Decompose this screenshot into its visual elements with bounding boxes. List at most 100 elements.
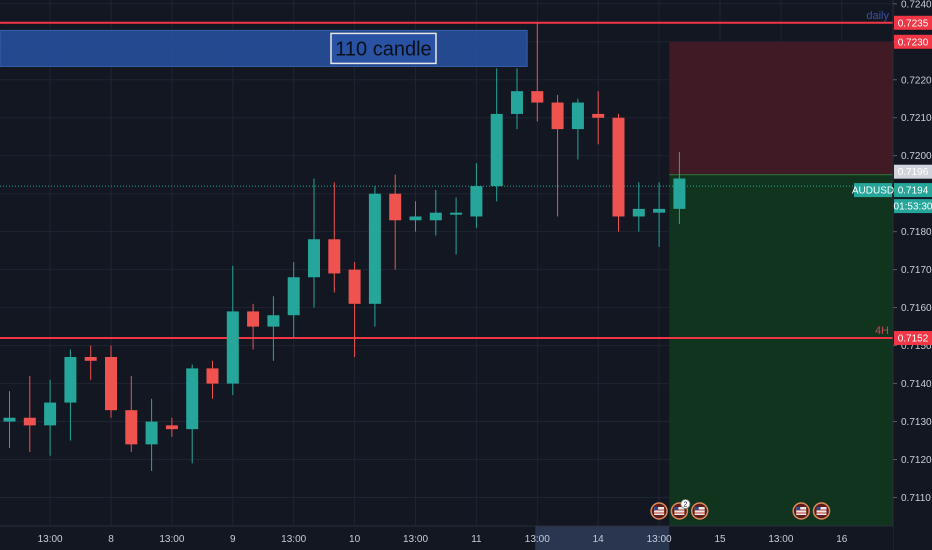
candle xyxy=(429,189,442,236)
candle xyxy=(653,182,666,247)
candle xyxy=(287,262,300,339)
flag-field xyxy=(654,507,665,515)
flag-field xyxy=(694,507,705,515)
candle xyxy=(632,182,645,232)
candle-body xyxy=(632,208,645,217)
candle xyxy=(226,265,239,395)
time-tick-label: 16 xyxy=(836,534,848,545)
candle xyxy=(64,349,77,441)
price-tick-label: 0.7160 xyxy=(901,303,932,314)
candle xyxy=(328,182,341,293)
symbol-label: AUDUSD xyxy=(852,186,894,197)
candle-body xyxy=(551,102,564,130)
candle xyxy=(490,68,503,202)
flag-canton xyxy=(674,507,679,510)
candle-body xyxy=(247,311,260,327)
event-badge-count: 2 xyxy=(683,502,687,509)
flag-canton xyxy=(796,507,801,510)
candle-body xyxy=(409,216,422,221)
price-axis[interactable]: 0.7110 0.7120 0.7130 0.7140 0.7150 0.7160 0.71… xyxy=(852,0,932,550)
price-tick-label: 0.7140 xyxy=(901,379,932,390)
current-price-label: 0.7194 xyxy=(898,186,929,197)
candle-body xyxy=(64,356,77,403)
event-marker[interactable]: 2 xyxy=(670,499,691,520)
horizontal-line-price-label: 0.7235 xyxy=(898,18,929,29)
time-tick-label: 13:00 xyxy=(403,534,428,545)
candle-body xyxy=(429,212,442,221)
horizontal-line-price-label-tag xyxy=(894,331,932,346)
horizontal-line-price-label-tag xyxy=(894,15,932,30)
candle-body xyxy=(592,113,605,118)
candle-body xyxy=(348,269,361,304)
event-marker[interactable] xyxy=(690,502,709,520)
position-zones xyxy=(0,41,893,536)
event-marker[interactable] xyxy=(792,502,810,520)
candle-body xyxy=(226,311,239,384)
candle-body xyxy=(450,212,463,215)
price-tick-label: 0.7240 xyxy=(901,0,932,10)
stop-price-label: 0.7230 xyxy=(898,37,929,48)
time-tick-label: 14 xyxy=(593,534,605,545)
price-axis-background xyxy=(893,0,932,550)
time-tick-label: 13:00 xyxy=(525,534,550,545)
time-tick-label: 13:00 xyxy=(38,534,63,545)
candle-body xyxy=(673,178,686,209)
candle xyxy=(511,68,523,130)
stop-price-label-tag xyxy=(894,34,932,49)
event-marker[interactable] xyxy=(650,502,668,520)
take-profit-zone[interactable] xyxy=(669,174,893,526)
price-tick-label: 0.7220 xyxy=(901,75,932,86)
candle-body xyxy=(470,186,483,217)
candle-body xyxy=(23,417,36,426)
candle-body xyxy=(287,277,300,316)
candle xyxy=(267,296,280,361)
entry-price-label: 0.7196 xyxy=(898,167,929,178)
candle xyxy=(44,379,57,456)
time-tick-label: 10 xyxy=(349,534,361,545)
candle-body xyxy=(206,368,219,384)
candle xyxy=(592,91,605,145)
horizontal-lines: daily 4H xyxy=(0,10,893,340)
candle xyxy=(3,391,16,449)
price-tick-label: 0.7120 xyxy=(901,455,932,466)
countdown-label-tag xyxy=(894,199,932,214)
time-tick-label: 9 xyxy=(230,534,236,545)
candle-body xyxy=(145,421,158,445)
countdown-label: 01:53:30 xyxy=(894,202,932,213)
horizontal-line-text: daily xyxy=(866,10,889,22)
price-tick-label: 0.7130 xyxy=(901,417,932,428)
price-tick-label: 0.7170 xyxy=(901,265,932,276)
candle xyxy=(389,174,402,270)
candle-body xyxy=(165,425,178,430)
candle xyxy=(105,345,117,418)
time-tick-label: 13:00 xyxy=(281,534,306,545)
candle xyxy=(165,417,178,437)
candle-body xyxy=(84,356,97,361)
candle xyxy=(612,113,625,232)
time-tick-label: 15 xyxy=(714,534,726,545)
price-tick-label: 0.7150 xyxy=(901,341,932,352)
event-marker[interactable] xyxy=(812,502,831,520)
candle-body xyxy=(105,356,117,411)
candle xyxy=(308,178,320,308)
stop-loss-zone[interactable] xyxy=(669,41,893,175)
candle xyxy=(551,94,564,217)
current-price-label-tag xyxy=(894,183,932,198)
candle xyxy=(571,98,584,160)
flag-field xyxy=(816,507,827,515)
candle xyxy=(673,151,686,225)
candle-body xyxy=(3,417,16,422)
time-tick-label: 13:00 xyxy=(647,534,672,545)
candle xyxy=(450,197,463,255)
time-tick-label: 11 xyxy=(471,534,482,545)
candle xyxy=(206,360,219,399)
candle-body xyxy=(328,239,341,274)
candle-body xyxy=(44,402,57,426)
annotation-rectangle[interactable] xyxy=(0,29,528,67)
horizontal-line-text: 4H xyxy=(875,325,889,337)
candle xyxy=(125,375,138,452)
time-tick-label: 13:00 xyxy=(768,534,793,545)
time-axis[interactable]: 13:00 8 13:00 9 13:00 10 13:00 11 13:00 14 13:00 15… xyxy=(0,525,893,550)
annotation-label: 110 candle xyxy=(335,38,431,60)
